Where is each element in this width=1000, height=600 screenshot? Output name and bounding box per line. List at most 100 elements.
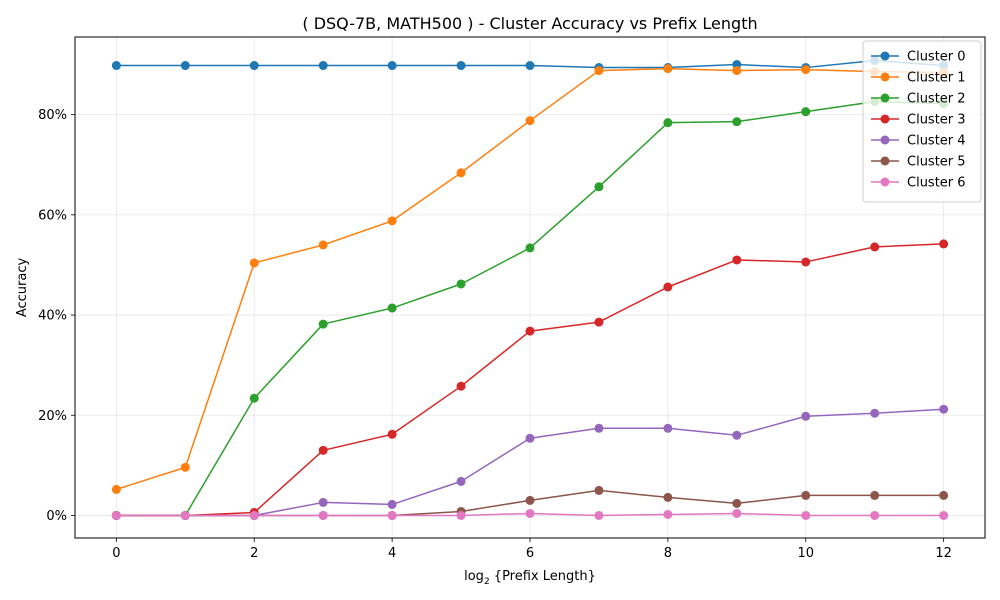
series-cluster-6 (111, 508, 949, 520)
data-point (525, 495, 535, 505)
y-tick-label: 40% (38, 309, 67, 324)
data-point (456, 61, 466, 71)
x-tick-label: 4 (388, 546, 396, 561)
data-point (939, 404, 949, 414)
data-point (732, 430, 742, 440)
data-point (111, 61, 121, 71)
legend-marker (880, 135, 890, 145)
x-tick-label: 2 (250, 546, 258, 561)
data-point (456, 168, 466, 178)
data-point (870, 408, 880, 418)
legend-label: Cluster 1 (907, 71, 966, 86)
y-tick-label: 80% (38, 108, 67, 123)
data-point (318, 497, 328, 507)
data-point (870, 490, 880, 500)
data-point (732, 117, 742, 127)
data-point (801, 65, 811, 75)
data-point (387, 303, 397, 313)
legend-label: Cluster 4 (907, 134, 966, 149)
data-point (939, 239, 949, 249)
data-point (594, 317, 604, 327)
data-point (525, 116, 535, 126)
legend: Cluster 0 Cluster 1 Cluster 2 Cluster 3 Clus… (862, 40, 982, 203)
data-point (387, 429, 397, 439)
legend-item-cluster-4: Cluster 4 (871, 134, 966, 149)
data-point (249, 61, 259, 71)
data-point (801, 257, 811, 267)
x-tick-label: 6 (526, 546, 534, 561)
data-point (111, 510, 121, 520)
data-point (180, 61, 190, 71)
data-point (801, 490, 811, 500)
data-point (387, 499, 397, 509)
data-point (594, 423, 604, 433)
data-point (663, 118, 673, 128)
data-point (318, 319, 328, 329)
data-point (801, 107, 811, 117)
data-point (249, 510, 259, 520)
data-point (732, 498, 742, 508)
legend-label: Cluster 5 (907, 155, 966, 170)
data-point (732, 66, 742, 76)
legend-label: Cluster 3 (907, 113, 966, 128)
legend-marker (880, 93, 890, 103)
x-axis-title: log2 {Prefix Length} (464, 569, 596, 587)
x-tick-label: 0 (112, 546, 120, 561)
legend-item-cluster-6: Cluster 6 (871, 176, 966, 191)
data-point (594, 510, 604, 520)
legend-item-cluster-0: Cluster 0 (871, 50, 966, 65)
data-point (525, 61, 535, 71)
data-point (180, 462, 190, 472)
x-tick-label: 12 (935, 546, 952, 561)
data-point (525, 243, 535, 253)
data-point (318, 510, 328, 520)
data-point (249, 393, 259, 403)
data-point (732, 255, 742, 265)
data-point (663, 509, 673, 519)
legend-item-cluster-2: Cluster 2 (871, 92, 966, 107)
y-axis-title: Accuracy (15, 258, 30, 318)
series-cluster-1 (111, 64, 949, 494)
data-point (939, 510, 949, 520)
data-point (387, 510, 397, 520)
y-tick-label: 0% (46, 509, 67, 524)
data-point (939, 490, 949, 500)
legend-marker (880, 51, 890, 61)
data-point (525, 433, 535, 443)
data-point (318, 61, 328, 71)
x-tick-label: 8 (664, 546, 672, 561)
x-axis-title-log: log (464, 569, 484, 584)
data-point (870, 242, 880, 252)
data-point (525, 508, 535, 518)
data-point (663, 423, 673, 433)
legend-marker (880, 177, 890, 187)
data-point (663, 492, 673, 502)
data-point (525, 326, 535, 336)
data-point (318, 445, 328, 455)
data-point (663, 282, 673, 292)
data-point (318, 240, 328, 250)
data-point (732, 508, 742, 518)
legend-marker (880, 156, 890, 166)
x-axis-title-text: {Prefix Length} (490, 569, 596, 584)
y-tick-label: 60% (38, 208, 67, 223)
data-point (249, 258, 259, 268)
data-point (594, 485, 604, 495)
data-point (387, 216, 397, 226)
y-tick-label: 20% (38, 409, 67, 424)
data-point (801, 411, 811, 421)
legend-item-cluster-5: Cluster 5 (871, 155, 966, 170)
data-point (663, 64, 673, 74)
x-axis-title-subscript: 2 (484, 577, 490, 587)
data-point (801, 510, 811, 520)
data-point (870, 510, 880, 520)
legend-item-cluster-1: Cluster 1 (871, 71, 966, 86)
legend-marker (880, 114, 890, 124)
data-point (456, 279, 466, 289)
data-point (456, 476, 466, 486)
data-point (180, 510, 190, 520)
axis-ticks: 0 2 4 6 8 10 12 0% 20% 40% 60% 80% (38, 108, 952, 561)
